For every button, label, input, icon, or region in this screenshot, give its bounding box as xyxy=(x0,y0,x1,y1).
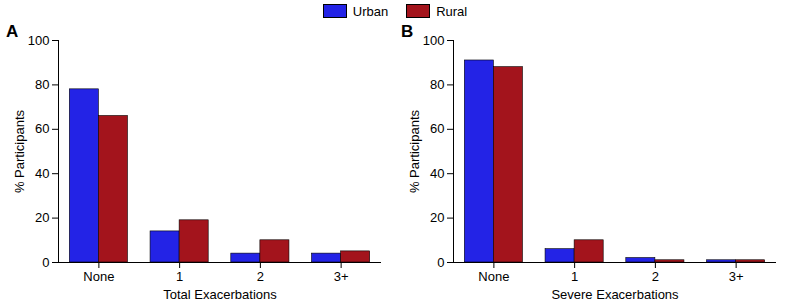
svg-text:2: 2 xyxy=(257,269,264,284)
svg-text:20: 20 xyxy=(430,210,444,225)
html-text:B: B xyxy=(401,22,414,41)
svg-text:1: 1 xyxy=(571,269,578,284)
svg-text:Severe Exacerbations: Severe Exacerbations xyxy=(551,287,679,302)
html-text:Rural: Rural xyxy=(436,3,468,19)
svg-text:80: 80 xyxy=(35,77,49,92)
html-text:A: A xyxy=(6,22,19,41)
svg-text:60: 60 xyxy=(35,121,49,136)
svg-text:None: None xyxy=(83,269,114,284)
svg-text:100: 100 xyxy=(28,33,50,48)
svg-text:3+: 3+ xyxy=(729,269,744,284)
svg-text:0: 0 xyxy=(437,255,444,270)
svg-text:% Participants: % Participants xyxy=(12,109,27,193)
svg-text:80: 80 xyxy=(430,77,444,92)
svg-text:Total Exacerbations: Total Exacerbations xyxy=(163,287,277,302)
svg-text:20: 20 xyxy=(35,210,49,225)
svg-text:0: 0 xyxy=(42,255,49,270)
svg-text:2: 2 xyxy=(652,269,659,284)
svg-text:100: 100 xyxy=(423,33,445,48)
svg-text:60: 60 xyxy=(430,121,444,136)
svg-text:% Participants: % Participants xyxy=(407,109,422,193)
svg-text:1: 1 xyxy=(176,269,183,284)
svg-text:40: 40 xyxy=(430,166,444,181)
svg-text:3+: 3+ xyxy=(334,269,349,284)
html-text:Urban: Urban xyxy=(352,3,389,19)
svg-text:40: 40 xyxy=(35,166,49,181)
svg-text:None: None xyxy=(478,269,509,284)
